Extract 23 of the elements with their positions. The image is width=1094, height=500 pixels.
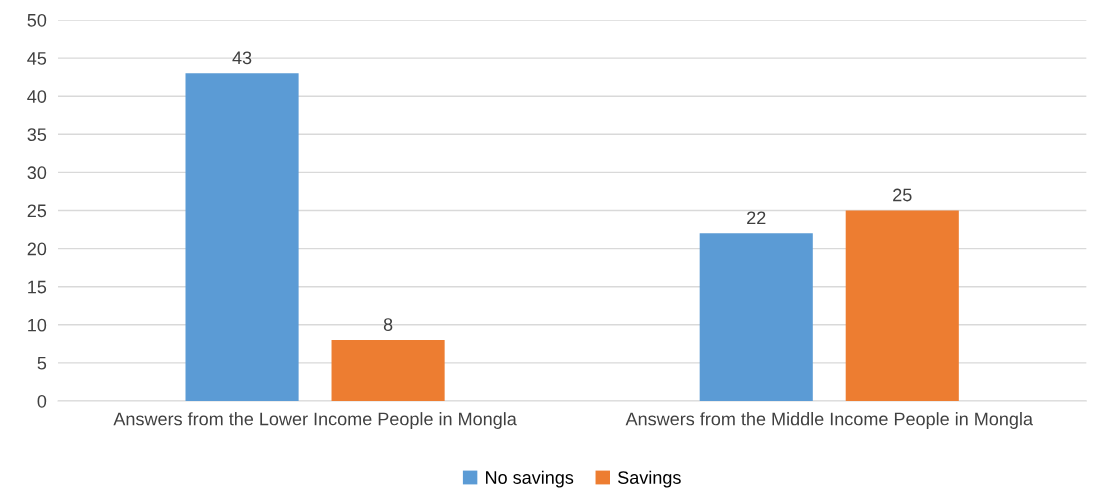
bar [699, 233, 813, 401]
bar [331, 340, 445, 401]
x-tick-label: Answers from the Middle Income People in Mongla [625, 412, 1033, 429]
legend-label: Savings [618, 470, 681, 488]
bar [845, 210, 959, 401]
data-label: 25 [893, 188, 912, 202]
x-tick-label: Answers from the Lower Income People in Mongla [113, 412, 517, 429]
y-tick-label: 15 [28, 280, 47, 294]
y-tick-label: 10 [28, 318, 47, 332]
legend-label: No savings [486, 470, 574, 488]
y-tick-label: 0 [37, 394, 47, 408]
y-tick-label: 35 [27, 128, 47, 142]
y-tick-label: 40 [27, 90, 47, 103]
y-tick-label: 50 [27, 13, 47, 27]
y-tick-label: 5 [37, 357, 47, 370]
y-tick-label: 30 [27, 166, 47, 180]
y-tick-label: 20 [27, 242, 47, 256]
y-tick-label: 25 [27, 204, 47, 218]
bar [185, 73, 299, 401]
data-label: 8 [383, 318, 393, 331]
y-tick-label: 45 [27, 52, 47, 65]
data-label: 22 [747, 211, 766, 225]
data-label: 43 [232, 51, 252, 65]
